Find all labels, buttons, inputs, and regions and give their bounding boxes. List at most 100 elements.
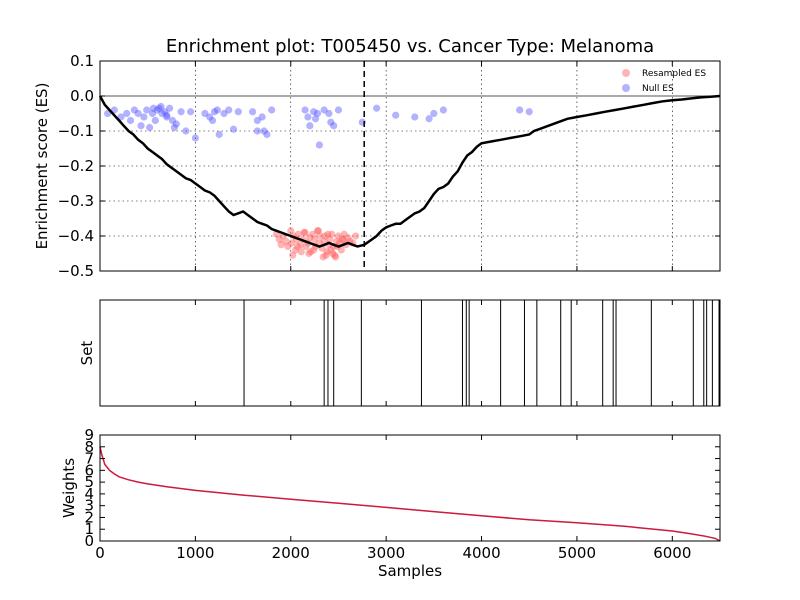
null-es-point [268,106,276,114]
null-es-points [104,102,533,149]
null-es-point [170,123,178,132]
set-hits [243,300,720,406]
null-es-point [430,109,438,118]
null-es-point [516,106,524,114]
null-es-point [161,108,169,116]
null-es-point [146,123,154,132]
resampled-es-point [287,227,295,235]
ytick-label: 2 [84,508,94,526]
null-es-point [425,115,433,123]
null-es-point [140,113,148,121]
resampled-es-point [306,234,314,242]
null-es-point [201,109,209,118]
ytick-label: −0.3 [58,192,94,210]
null-es-point [182,127,190,135]
xtick-label: 4000 [462,544,500,562]
null-es-point [234,108,242,116]
resampled-es-point [344,234,352,242]
resampled-es-point [284,242,292,251]
null-es-point [229,125,238,133]
null-es-point [301,106,309,114]
null-es-point [330,122,338,130]
null-es-point [134,109,142,118]
resampled-es-point [314,227,323,235]
weights-ylabel: Weights [60,458,78,518]
ytick-label: −0.4 [58,227,94,245]
null-es-point [187,108,195,116]
null-es-point [153,106,161,114]
weights-xticks: 0 1000 2000 3000 4000 5000 6000 [95,435,691,562]
ytick-label: −0.2 [58,157,94,175]
es-curve [98,94,721,248]
resampled-es-point [311,235,319,244]
resampled-es-point [301,228,309,237]
resampled-es-point [288,239,296,247]
resampled-es-point [291,246,300,254]
legend-marker-null [622,84,630,92]
xtick-label: 6000 [653,544,691,562]
resampled-es-point [305,249,313,258]
resampled-es-point [322,251,330,259]
ytick-label: 1 [84,520,94,538]
null-es-point [215,130,223,139]
null-es-point [163,113,171,121]
resampled-es-point [326,235,334,244]
null-es-point [313,109,322,118]
resampled-es-point [277,241,285,249]
resampled-es-point [323,248,331,256]
weights-curve [99,446,721,542]
resampled-es-point [282,237,290,245]
ytick-label: 0 [84,532,94,550]
resampled-es-point [327,246,335,254]
resampled-es-point [332,237,341,245]
enrichment-panel: 0.1 0.0 −0.1 −0.2 −0.3 −0.4 −0.5 Enrichment sc… [33,52,721,280]
ytick-label: 5 [84,473,94,491]
null-es-point [191,134,199,142]
ytick-label: −0.1 [58,122,94,140]
set-xticks [99,300,673,406]
null-es-point [258,113,266,121]
ytick-label: 8 [84,438,94,456]
resampled-es-point [309,230,317,238]
null-es-point [149,104,158,112]
ytick-label: 0.1 [70,52,94,70]
null-es-point [143,106,151,114]
chart-title: Enrichment plot: T005450 vs. Cancer Type… [166,36,654,57]
resampled-es-point [300,228,308,237]
resampled-es-point [313,227,322,235]
xtick-label: 1000 [176,544,214,562]
null-es-point [439,106,447,114]
resampled-es-point [316,232,324,240]
null-es-point [157,102,165,111]
resampled-es-point [302,242,310,251]
null-es-point [320,106,328,114]
resampled-es-point [340,230,348,238]
xtick-label: 3000 [367,544,405,562]
null-es-point [334,106,343,114]
null-es-point [168,116,177,125]
null-es-point [220,109,228,118]
null-es-point [253,116,261,125]
legend-label-resampled: Resampled ES [642,69,706,79]
null-es-point [373,104,381,112]
resampled-es-point [275,235,283,244]
resampled-es-point [294,230,302,238]
null-es-point [411,113,419,121]
null-es-point [392,111,400,119]
enrichment-ylabel: Enrichment score (ES) [33,83,51,250]
ytick-label: 6 [84,461,94,479]
resampled-es-point [307,248,315,256]
resampled-es-point [352,232,360,240]
null-es-point [148,109,157,118]
set-panel: Set [78,299,721,407]
null-es-point [213,106,221,114]
null-es-point [310,108,318,116]
resampled-es-point [334,232,343,240]
null-es-point [123,109,131,118]
null-es-point [155,104,163,112]
null-es-point [315,141,323,149]
ytick-label: 0.0 [70,87,94,105]
resampled-es-point [310,246,318,254]
